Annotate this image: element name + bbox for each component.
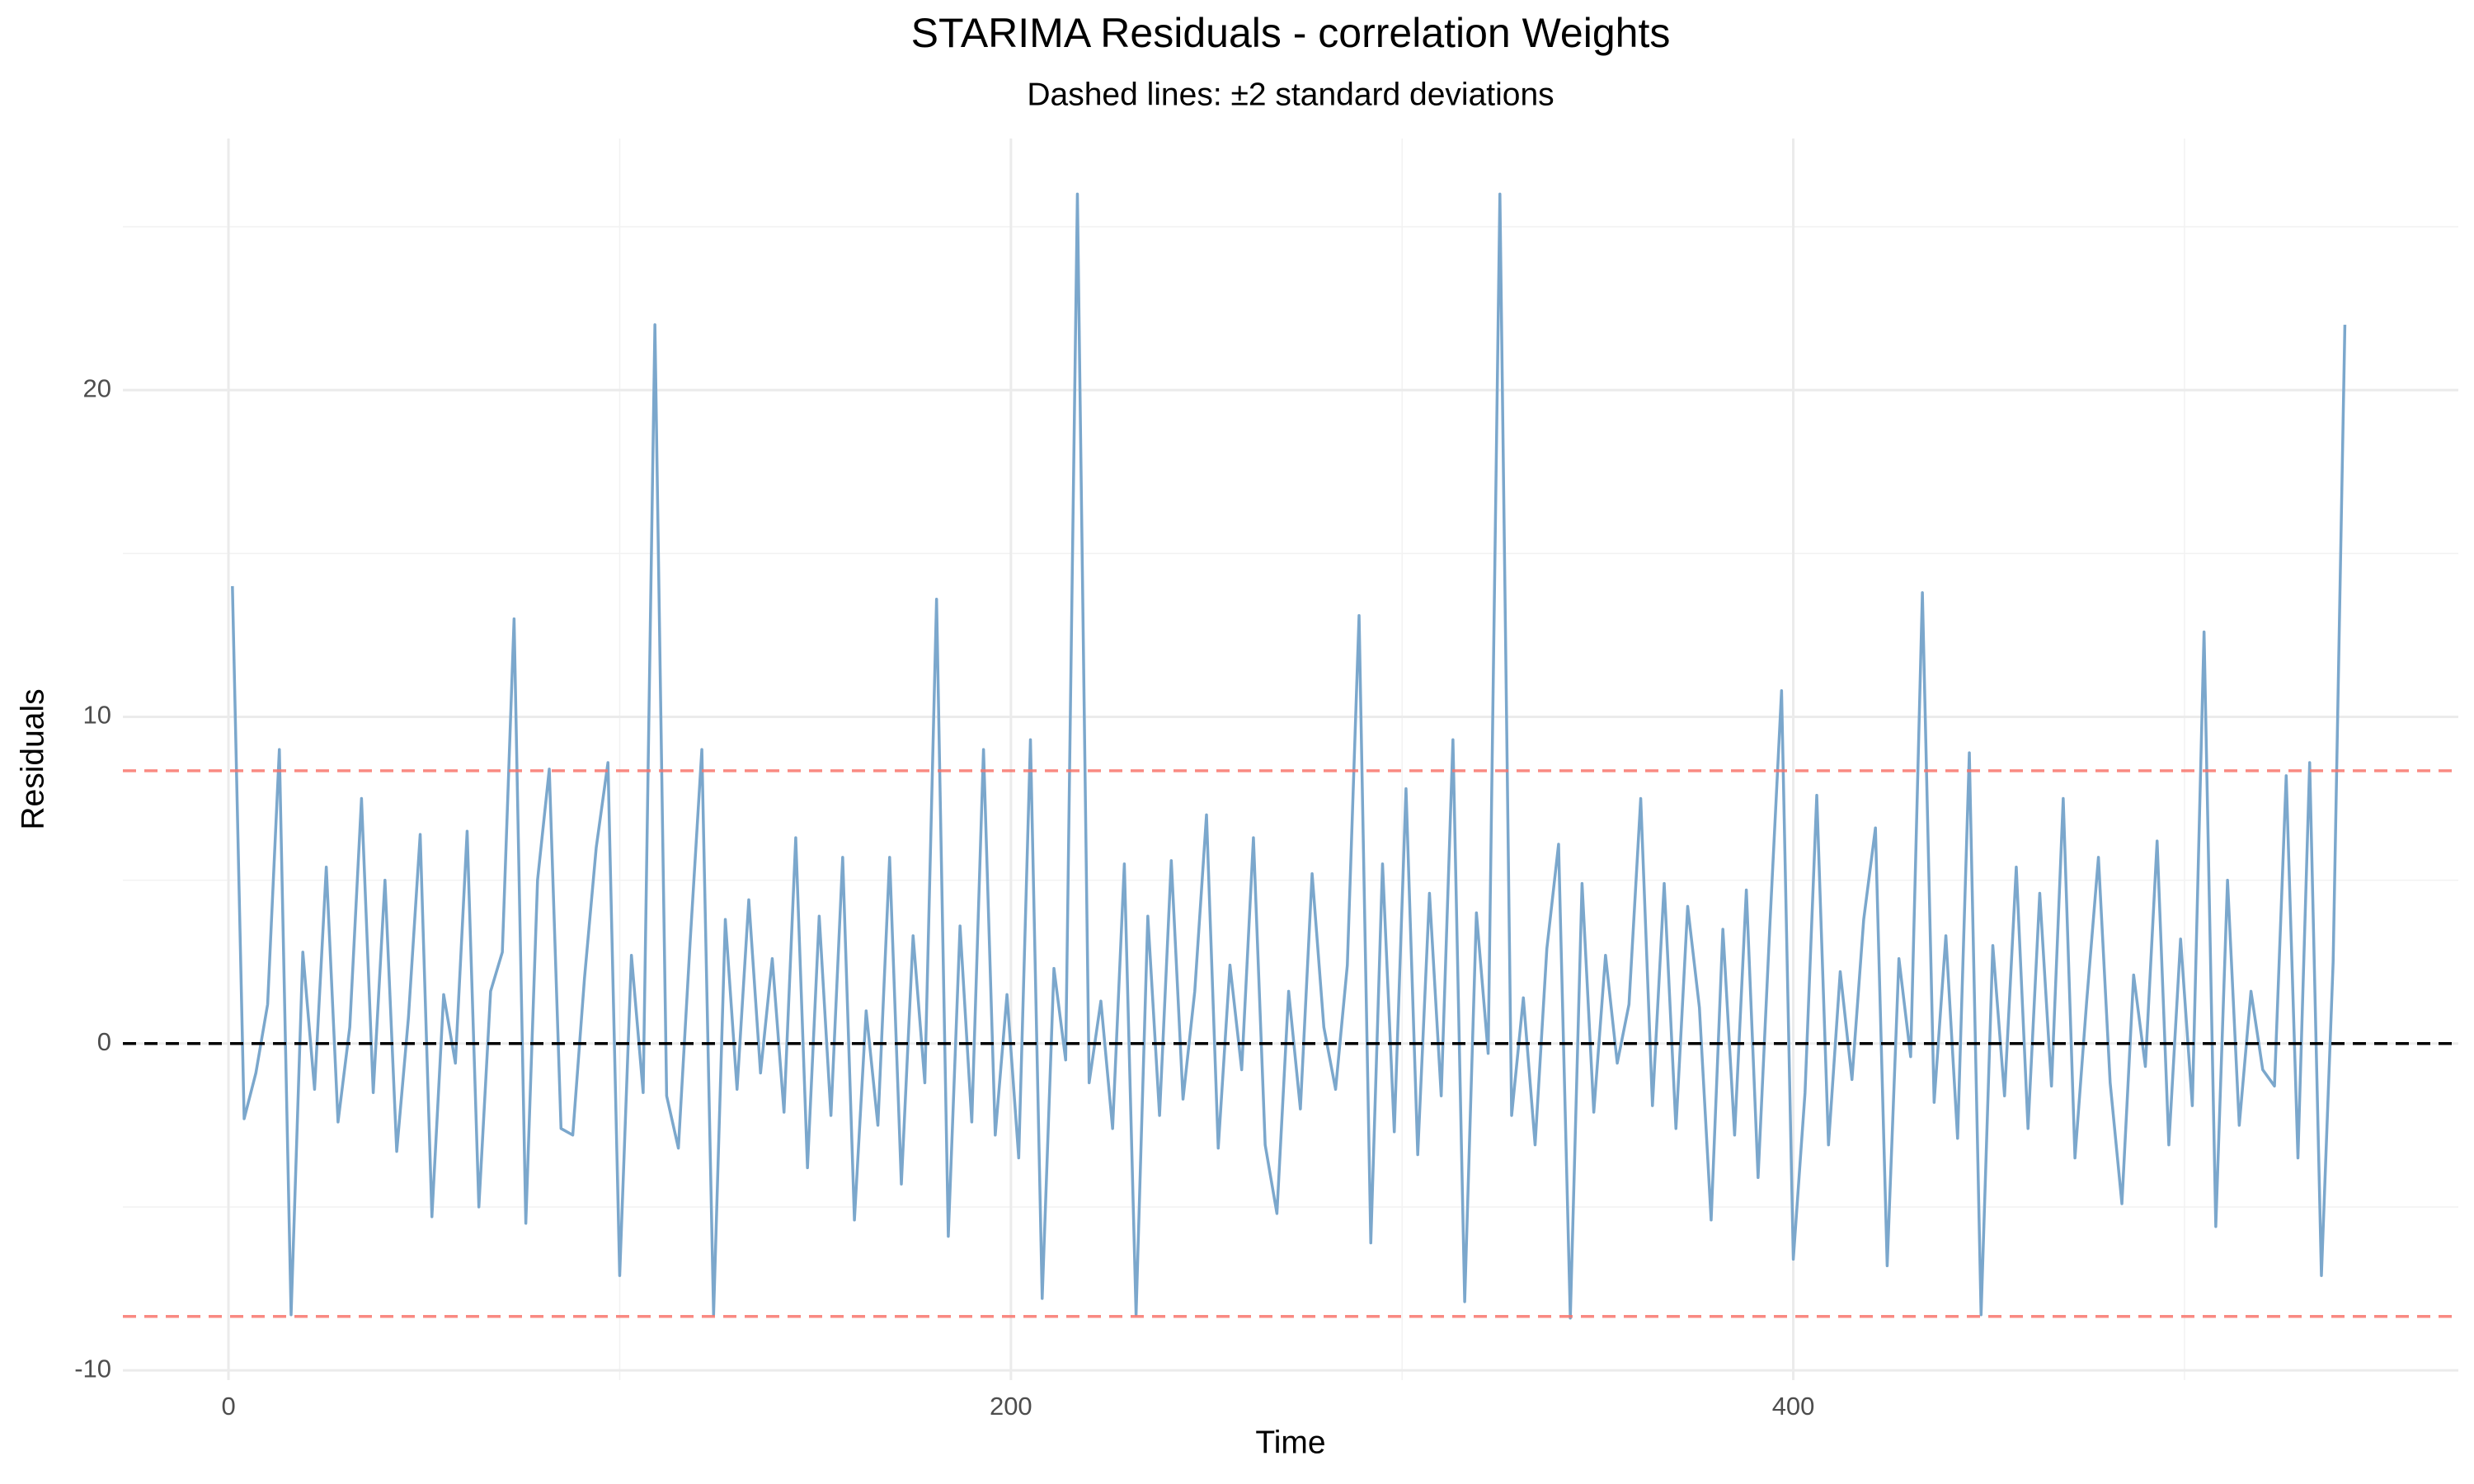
x-axis-title: Time	[1255, 1425, 1325, 1460]
x-tick-label: 0	[221, 1392, 235, 1421]
y-tick-label: 20	[83, 373, 111, 402]
y-axis-title: Residuals	[15, 688, 50, 829]
y-tick-label: 0	[97, 1027, 111, 1056]
y-tick-label: -10	[74, 1354, 111, 1383]
residual-line	[231, 192, 2347, 1320]
x-tick-label: 400	[1772, 1392, 1815, 1421]
chart-subtitle: Dashed lines: ±2 standard deviations	[1027, 77, 1554, 112]
chart-title: STARIMA Residuals - correlation Weights	[911, 10, 1671, 56]
x-tick-label: 200	[990, 1392, 1032, 1421]
y-tick-label: 10	[83, 701, 111, 730]
